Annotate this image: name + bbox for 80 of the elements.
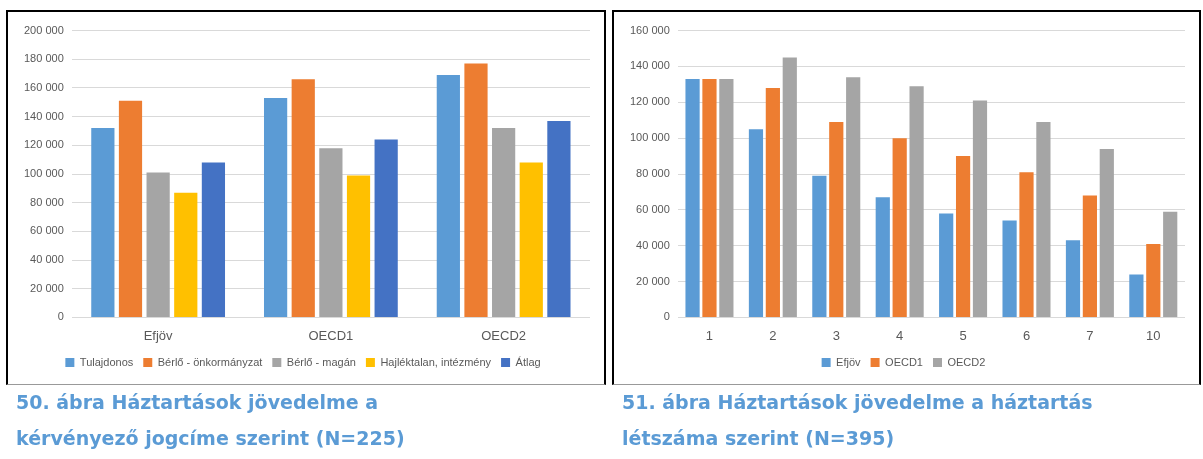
y-tick-label: 20 000 bbox=[30, 281, 64, 294]
bar bbox=[91, 128, 115, 317]
y-tick-label: 40 000 bbox=[636, 238, 670, 251]
legend-label: Hajléktalan, intézmény bbox=[380, 355, 492, 368]
bar bbox=[492, 128, 516, 317]
bar bbox=[1019, 172, 1034, 317]
bar bbox=[685, 79, 700, 317]
y-tick-label: 160 000 bbox=[24, 80, 64, 93]
bar bbox=[547, 120, 571, 317]
bar bbox=[1099, 148, 1114, 317]
y-tick-label: 160 000 bbox=[630, 23, 670, 36]
y-tick-label: 100 000 bbox=[630, 131, 670, 144]
y-tick-label: 80 000 bbox=[30, 195, 64, 208]
x-tick-label: OECD1 bbox=[308, 327, 354, 343]
y-tick-label: 120 000 bbox=[24, 138, 64, 151]
bar bbox=[1065, 240, 1081, 317]
y-tick-label: 20 000 bbox=[636, 274, 670, 287]
bar bbox=[1163, 211, 1178, 317]
y-tick-label: 0 bbox=[663, 310, 670, 323]
bar bbox=[319, 148, 343, 317]
legend-label: Átlag bbox=[515, 355, 541, 368]
bar bbox=[812, 175, 827, 317]
bar bbox=[1002, 220, 1017, 317]
y-tick-label: 60 000 bbox=[636, 202, 670, 215]
bar bbox=[955, 156, 971, 317]
bar bbox=[765, 87, 780, 317]
bar bbox=[1082, 195, 1097, 317]
legend-label: Tulajdonos bbox=[79, 355, 134, 368]
y-tick-label: 0 bbox=[57, 310, 64, 323]
x-tick-label: 2 bbox=[769, 327, 777, 343]
text: 50. ábra Háztartások jövedelme a kérvényező jogcíme szerint (N=225) bbox=[16, 390, 406, 451]
y-tick-label: 120 000 bbox=[630, 95, 670, 108]
legend-label: OECD2 bbox=[947, 355, 986, 368]
bar bbox=[464, 63, 488, 317]
bar bbox=[436, 75, 460, 317]
bar bbox=[846, 77, 861, 317]
x-tick-label: 6 bbox=[1022, 327, 1031, 343]
x-tick-label: 3 bbox=[832, 327, 840, 343]
bar bbox=[374, 139, 398, 317]
text: 51. ábra Háztartások jövedelme a háztartás létszáma szerint (N=395) bbox=[622, 390, 1094, 451]
x-tick-label: Efjöv bbox=[143, 327, 174, 343]
bar bbox=[748, 129, 764, 317]
bar bbox=[201, 162, 226, 317]
y-tick-label: 100 000 bbox=[24, 167, 64, 180]
bar bbox=[146, 172, 170, 317]
bar bbox=[829, 122, 844, 317]
y-tick-label: 140 000 bbox=[24, 109, 64, 122]
bar bbox=[263, 98, 288, 317]
bar bbox=[892, 138, 907, 317]
bar bbox=[1129, 274, 1144, 317]
legend-label: Efjöv bbox=[836, 355, 862, 368]
bar bbox=[1036, 122, 1051, 317]
legend-label: OECD1 bbox=[885, 355, 923, 368]
y-tick-label: 80 000 bbox=[636, 167, 670, 180]
bar bbox=[702, 79, 717, 317]
y-tick-label: 60 000 bbox=[30, 224, 64, 237]
x-tick-label: 5 bbox=[959, 327, 967, 343]
x-tick-label: OECD2 bbox=[481, 327, 527, 343]
y-tick-label: 40 000 bbox=[30, 253, 64, 266]
bar bbox=[346, 175, 371, 317]
bar bbox=[174, 192, 198, 317]
x-tick-label: 10 bbox=[1146, 327, 1161, 343]
y-tick-label: 180 000 bbox=[24, 52, 64, 65]
y-tick-label: 200 000 bbox=[24, 23, 64, 36]
bar bbox=[1146, 243, 1161, 317]
legend-label: Bérlő - magán bbox=[286, 355, 356, 368]
bar bbox=[939, 213, 954, 317]
bar bbox=[719, 79, 734, 317]
x-tick-label: 1 bbox=[705, 327, 714, 343]
x-tick-label: 7 bbox=[1086, 327, 1094, 343]
x-tick-label: 4 bbox=[896, 327, 904, 343]
bar bbox=[519, 162, 543, 317]
bar bbox=[972, 100, 988, 317]
bar bbox=[909, 86, 924, 317]
bar bbox=[291, 79, 315, 317]
bar bbox=[875, 197, 890, 317]
bar bbox=[782, 57, 797, 317]
bar bbox=[118, 100, 143, 317]
legend-label: Bérlő - önkormányzat bbox=[157, 355, 263, 368]
y-tick-label: 140 000 bbox=[630, 59, 670, 72]
